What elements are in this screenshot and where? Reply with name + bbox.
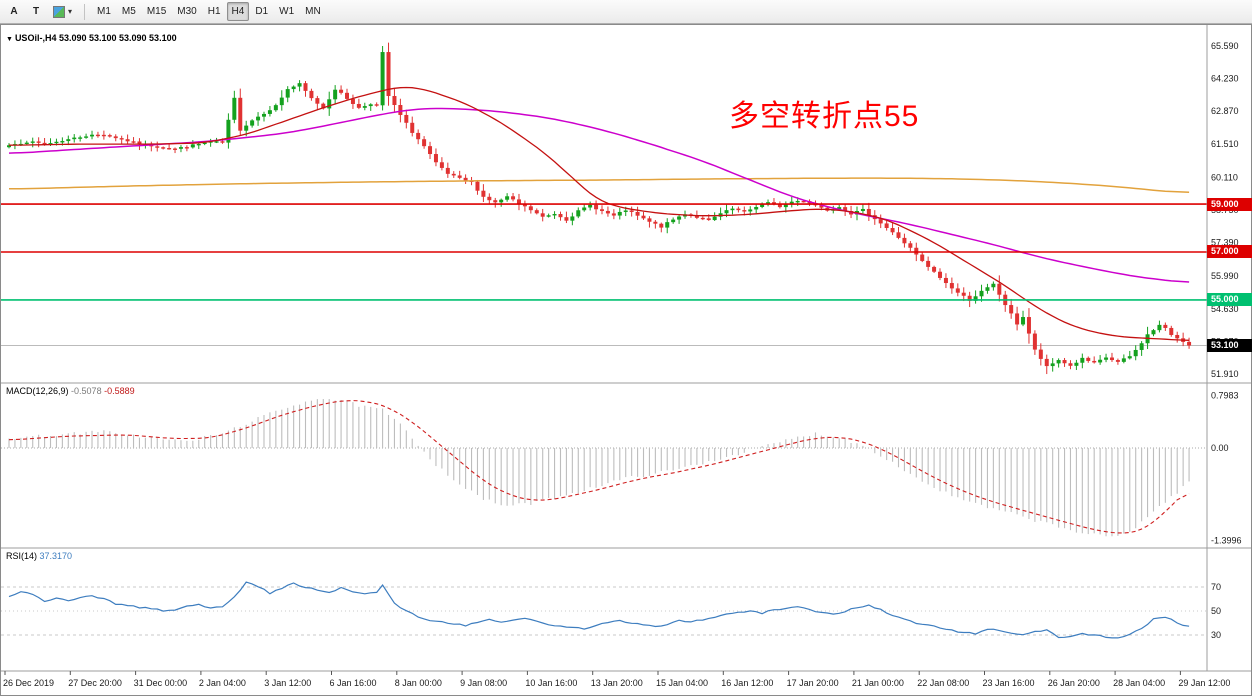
chart-ohlc-values: 53.090 53.100 53.090 53.100 (58, 33, 177, 43)
svg-text:21 Jan 00:00: 21 Jan 00:00 (852, 678, 904, 688)
timeframe-button-d1[interactable]: D1 (250, 2, 273, 21)
svg-text:29 Jan 12:00: 29 Jan 12:00 (1178, 678, 1230, 688)
svg-text:62.870: 62.870 (1211, 106, 1239, 116)
svg-text:57.390: 57.390 (1211, 238, 1239, 248)
hline-price-badge: 59.000 (1207, 197, 1252, 211)
svg-text:-1.3996: -1.3996 (1211, 535, 1242, 545)
svg-text:0.7983: 0.7983 (1211, 390, 1239, 400)
macd-label: MACD(12,26,9) -0.5078 -0.5889 (6, 386, 135, 396)
svg-text:6 Jan 16:00: 6 Jan 16:00 (330, 678, 377, 688)
macd-axis: 0.7983 0.00 -1.3996 (1211, 390, 1242, 545)
svg-text:26 Dec 2019: 26 Dec 2019 (3, 678, 54, 688)
svg-text:28 Jan 04:00: 28 Jan 04:00 (1113, 678, 1165, 688)
rsi-name: RSI(14) (6, 551, 38, 561)
svg-text:54.630: 54.630 (1211, 304, 1239, 314)
svg-text:30: 30 (1211, 630, 1221, 640)
timeframe-button-m15[interactable]: M15 (142, 2, 171, 21)
svg-text:22 Jan 08:00: 22 Jan 08:00 (917, 678, 969, 688)
chart-window: 65.59064.23062.87061.51060.11058.75057.3… (0, 24, 1252, 696)
timeframe-button-m1[interactable]: M1 (92, 2, 116, 21)
timeframe-button-m30[interactable]: M30 (172, 2, 201, 21)
macd-name: MACD(12,26,9) (6, 386, 69, 396)
svg-text:17 Jan 20:00: 17 Jan 20:00 (787, 678, 839, 688)
svg-text:27 Dec 20:00: 27 Dec 20:00 (68, 678, 122, 688)
annotation-text: 多空转折点55 (729, 100, 920, 133)
hline-price-badge: 55.000 (1207, 293, 1252, 307)
svg-text:13 Jan 20:00: 13 Jan 20:00 (591, 678, 643, 688)
svg-text:2 Jan 04:00: 2 Jan 04:00 (199, 678, 246, 688)
ma-mid-line (8, 107, 1190, 283)
ma-slow-line (9, 177, 1190, 194)
svg-text:51.910: 51.910 (1211, 369, 1239, 379)
svg-text:3 Jan 12:00: 3 Jan 12:00 (264, 678, 311, 688)
macd-indicator (8, 399, 1190, 537)
macd-signal-value: -0.5889 (104, 386, 135, 396)
timeframe-group: M1 M5 M15 M30 H1 H4 D1 W1 MN (92, 2, 326, 21)
timeframe-button-mn[interactable]: MN (300, 2, 326, 21)
rsi-label: RSI(14) 37.3170 (6, 551, 72, 561)
candles (7, 42, 1192, 375)
svg-text:64.230: 64.230 (1211, 74, 1239, 84)
svg-text:10 Jan 16:00: 10 Jan 16:00 (525, 678, 577, 688)
ma-fast-line (8, 86, 1190, 341)
chart-marker-icon: ▼ (6, 36, 13, 43)
text-cursor-button[interactable]: T (26, 2, 46, 21)
chart-header: ▼ USOil-,H4 53.090 53.100 53.090 53.100 (6, 33, 177, 43)
chart-canvas[interactable]: 65.59064.23062.87061.51060.11058.75057.3… (1, 25, 1251, 695)
svg-text:9 Jan 08:00: 9 Jan 08:00 (460, 678, 507, 688)
svg-text:50: 50 (1211, 606, 1221, 616)
time-axis: 26 Dec 2019 27 Dec 20:00 31 Dec 00:00 2 Jan… (3, 671, 1230, 688)
svg-text:8 Jan 00:00: 8 Jan 00:00 (395, 678, 442, 688)
chart-tools-dropdown-button[interactable]: ▾ (48, 2, 77, 21)
timeframe-button-m5[interactable]: M5 (117, 2, 141, 21)
svg-text:60.110: 60.110 (1211, 172, 1238, 182)
rsi-value: 37.3170 (39, 551, 73, 561)
current-price-badge: 53.100 (1207, 339, 1252, 352)
svg-text:65.590: 65.590 (1211, 41, 1239, 51)
grid-lines (1, 345, 1207, 636)
chevron-down-icon: ▾ (68, 7, 73, 16)
horizontal-lines (1, 203, 1207, 301)
svg-text:23 Jan 16:00: 23 Jan 16:00 (983, 678, 1035, 688)
toolbar: A T ▾ M1 M5 M15 M30 H1 H4 D1 W1 MN (0, 0, 1252, 24)
rsi-axis: 70 50 30 (1211, 582, 1221, 640)
svg-text:15 Jan 04:00: 15 Jan 04:00 (656, 678, 708, 688)
panel-separators (1, 25, 1251, 672)
macd-hist-value: -0.5078 (71, 386, 102, 396)
svg-text:31 Dec 00:00: 31 Dec 00:00 (134, 678, 188, 688)
svg-text:61.510: 61.510 (1211, 139, 1239, 149)
svg-text:26 Jan 20:00: 26 Jan 20:00 (1048, 678, 1100, 688)
timeframe-button-h1[interactable]: H1 (203, 2, 226, 21)
toolbar-separator (84, 3, 86, 20)
rsi-indicator (8, 581, 1190, 639)
svg-text:16 Jan 12:00: 16 Jan 12:00 (721, 678, 773, 688)
svg-text:70: 70 (1211, 582, 1221, 592)
chart-symbol-period: USOil-,H4 (14, 33, 57, 43)
svg-text:55.990: 55.990 (1211, 271, 1239, 281)
hline-price-badge: 57.000 (1207, 245, 1252, 259)
timeframe-button-w1[interactable]: W1 (274, 2, 299, 21)
chart-tools-icon (53, 5, 65, 18)
text-a-button[interactable]: A (4, 2, 24, 21)
svg-text:0.00: 0.00 (1211, 443, 1229, 453)
timeframe-button-h4[interactable]: H4 (226, 2, 250, 21)
